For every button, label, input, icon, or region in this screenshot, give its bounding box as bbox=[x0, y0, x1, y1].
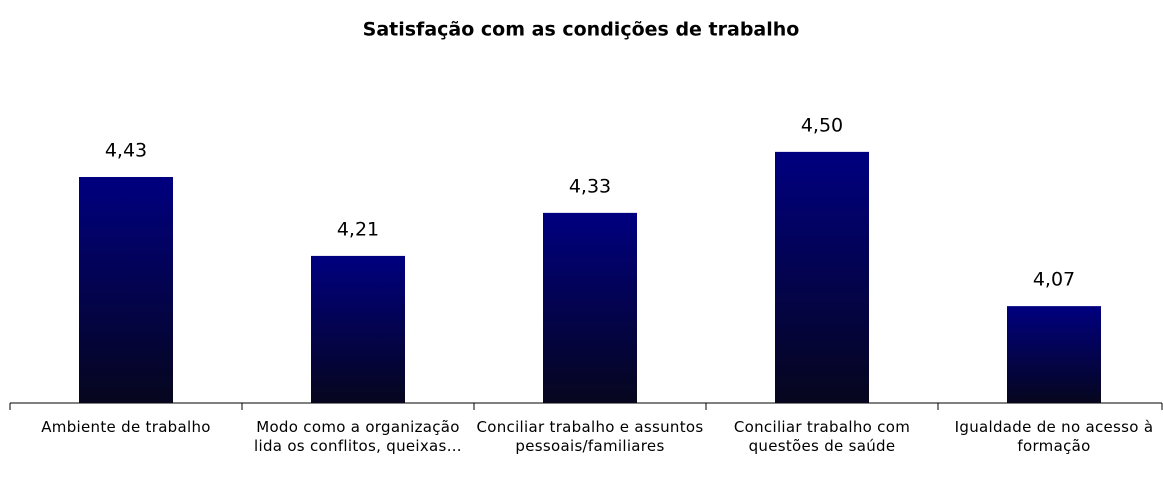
x-tick-label: Ambiente de trabalho bbox=[41, 418, 211, 436]
x-tick-label: Igualdade de no acesso à formação bbox=[954, 418, 1154, 455]
value-label: 4,43 bbox=[105, 139, 147, 161]
value-label: 4,07 bbox=[1033, 269, 1075, 291]
bar bbox=[311, 255, 405, 403]
x-tick-label: Conciliar trabalho com questões de saúde bbox=[733, 418, 911, 455]
x-tick-label: Modo como a organização lida os conflito… bbox=[254, 418, 462, 455]
bar bbox=[543, 212, 637, 403]
chart-title: Satisfação com as condições de trabalho bbox=[363, 19, 800, 41]
x-tick-label: Conciliar trabalho e assuntos pessoais/f… bbox=[476, 418, 704, 455]
bar bbox=[775, 151, 869, 403]
value-label: 4,50 bbox=[801, 114, 843, 136]
value-label: 4,33 bbox=[569, 175, 611, 197]
bar bbox=[79, 176, 173, 403]
bar bbox=[1007, 306, 1101, 403]
value-label: 4,21 bbox=[337, 218, 379, 240]
